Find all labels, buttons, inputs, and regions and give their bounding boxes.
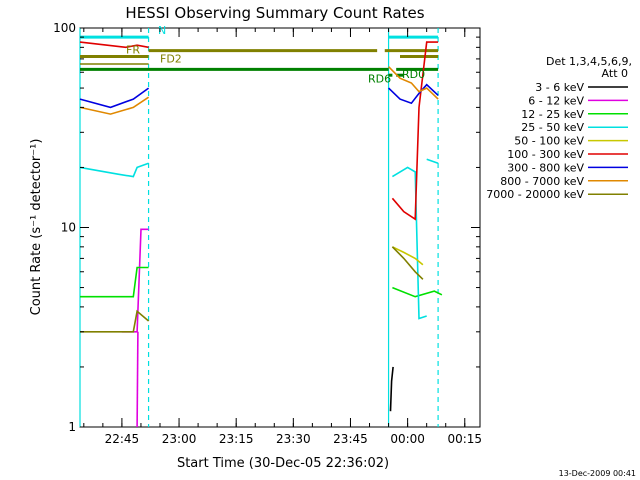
series-25-50-kev-seg-1	[391, 166, 427, 320]
legend-header-line1: Det 1,3,4,5,6,9,	[546, 55, 632, 68]
chart-title: HESSI Observing Summary Count Rates	[125, 4, 424, 22]
series-group	[79, 41, 443, 428]
legend-label-100-300-kev: 100 - 300 keV	[507, 148, 584, 161]
flag-label-rd0: RD0	[402, 68, 425, 81]
x-tick-label-00:00: 00:00	[390, 432, 425, 446]
x-tick-label-22:45: 22:45	[105, 432, 140, 446]
flag-labels: N FD2 FR RD6 RD0	[126, 24, 425, 85]
legend-label-25-50-kev: 25 - 50 keV	[521, 121, 584, 134]
legend-label-6-12-kev: 6 - 12 keV	[528, 94, 584, 107]
y-tick-label-1: 1	[68, 420, 76, 434]
y-axis: 1 10 100	[53, 21, 480, 434]
series-12-25-kev-seg-0	[80, 266, 149, 298]
x-axis-label: Start Time (30-Dec-05 22:36:02)	[177, 456, 389, 471]
series-100-300-kev-seg-1	[391, 41, 439, 221]
series-7000-20000-kev-seg-0	[80, 309, 150, 333]
y-tick-label-100: 100	[53, 21, 76, 35]
flag-label-fr: FR	[126, 43, 140, 56]
series-50-100-kev-seg-0	[392, 246, 424, 266]
flag-label-rd6: RD6	[368, 72, 391, 85]
plot-frame	[79, 27, 481, 428]
legend-label-50-100-kev: 50 - 100 keV	[514, 135, 584, 148]
legend-header-line2: Att 0	[602, 67, 628, 80]
legend-label-3-6-kev: 3 - 6 keV	[535, 81, 584, 94]
date-stamp: 13-Dec-2009 00:41	[559, 469, 636, 478]
series-800-7000-kev-seg-1	[388, 66, 439, 100]
x-tick-label-23:00: 23:00	[162, 432, 197, 446]
series-25-50-kev-seg-2	[426, 158, 439, 164]
x-tick-label-23:15: 23:15	[219, 432, 254, 446]
series-12-25-kev-seg-1	[392, 286, 443, 298]
y-axis-label: Count Rate (s⁻¹ detector⁻¹)	[29, 139, 44, 316]
flag-label-n: N	[158, 24, 166, 37]
flag-label-fd2: FD2	[160, 53, 182, 66]
legend-label-7000-20000-kev: 7000 - 20000 keV	[486, 188, 584, 201]
series-300-800-kev-seg-1	[388, 83, 439, 105]
series-7000-20000-kev-seg-2	[391, 246, 424, 280]
legend-label-12-25-kev: 12 - 25 keV	[521, 108, 584, 121]
series-800-7000-kev-seg-0	[79, 96, 150, 115]
legend-label-300-800-kev: 300 - 800 keV	[507, 161, 584, 174]
series-300-800-kev-seg-0	[79, 87, 150, 109]
legend-label-800-7000-kev: 800 - 7000 keV	[500, 175, 584, 188]
x-tick-label-23:45: 23:45	[333, 432, 368, 446]
x-tick-label-00:15: 00:15	[447, 432, 482, 446]
x-tick-label-23:30: 23:30	[276, 432, 311, 446]
series-25-50-kev-seg-0	[79, 162, 149, 178]
x-axis: 22:45 23:00 23:15 23:30 23:45 00:00 00:15	[83, 28, 482, 446]
y-tick-label-10: 10	[61, 221, 76, 235]
series-6-12-kev-seg-1	[136, 331, 139, 428]
series-100-300-kev-seg-0	[79, 41, 149, 49]
time-markers	[79, 28, 439, 427]
series-3-6-kev-seg-0	[389, 366, 394, 412]
